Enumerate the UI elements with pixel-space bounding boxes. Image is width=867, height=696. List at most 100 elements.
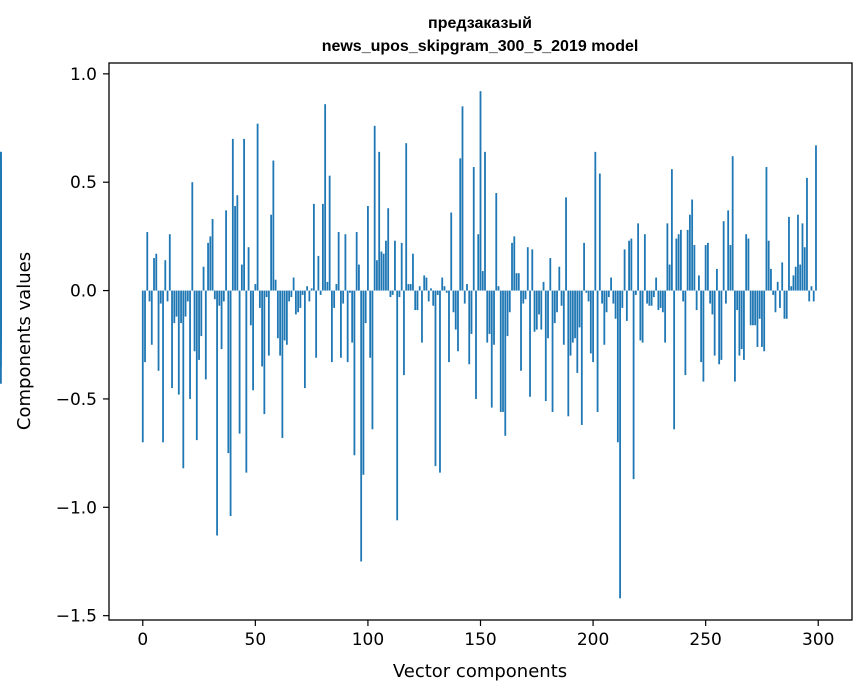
bar	[560, 290, 563, 306]
bar	[740, 290, 743, 350]
bar	[711, 290, 714, 315]
bar	[229, 290, 232, 516]
bar	[421, 290, 423, 343]
bar	[776, 281, 779, 291]
bar	[441, 277, 444, 291]
bar	[207, 242, 209, 291]
bar	[349, 290, 351, 293]
bar	[508, 290, 511, 313]
bar	[225, 210, 227, 291]
bar	[312, 203, 315, 291]
bar	[490, 290, 493, 408]
bar	[279, 290, 282, 356]
bar	[587, 290, 590, 302]
bar	[245, 290, 248, 473]
bar	[502, 290, 504, 412]
bar	[270, 214, 273, 291]
bar	[790, 286, 793, 291]
bar	[191, 182, 194, 291]
bar	[254, 284, 257, 291]
chart-title-line1: предзаказый	[428, 15, 532, 32]
bar	[186, 290, 189, 302]
bar	[324, 104, 327, 291]
x-tick-label: 150	[464, 630, 496, 650]
bar	[355, 232, 358, 291]
bar	[335, 284, 338, 291]
bar	[594, 151, 597, 291]
bar	[675, 238, 678, 291]
bar	[727, 210, 730, 291]
bar	[752, 290, 754, 326]
bar	[274, 279, 277, 291]
bar	[553, 290, 556, 324]
bar	[598, 173, 601, 291]
bar	[256, 123, 259, 291]
bar	[641, 290, 644, 343]
bar	[454, 290, 457, 330]
bar	[596, 290, 599, 412]
bar	[725, 290, 727, 304]
bar	[614, 290, 617, 319]
bar	[398, 290, 401, 298]
bar	[585, 290, 588, 293]
bar	[612, 290, 615, 304]
bar	[0, 290, 2, 367]
bar	[373, 125, 376, 291]
bar	[623, 249, 626, 291]
bar	[369, 290, 372, 358]
bar	[722, 221, 725, 291]
x-tick-label: 50	[245, 630, 267, 650]
bar	[351, 290, 354, 343]
bar	[754, 290, 757, 326]
bar	[479, 91, 482, 291]
bar	[288, 290, 291, 302]
bar	[533, 290, 536, 332]
bar	[238, 290, 241, 434]
bar	[466, 284, 468, 291]
bar	[607, 290, 610, 298]
bar	[716, 268, 718, 291]
bar	[731, 156, 734, 291]
bar	[308, 290, 311, 302]
bar	[542, 281, 545, 291]
y-tick-label: −0.5	[56, 390, 97, 410]
bar	[263, 290, 266, 415]
bar	[367, 206, 369, 291]
bar	[155, 253, 158, 291]
bar	[220, 290, 223, 350]
bar	[166, 290, 169, 302]
bar	[144, 290, 146, 363]
bar	[414, 290, 417, 311]
bar	[558, 266, 561, 291]
bar	[195, 290, 198, 441]
bar	[578, 290, 581, 328]
bar	[574, 290, 576, 339]
bar	[810, 286, 813, 291]
x-axis-label: Vector components	[393, 661, 567, 682]
y-axis: −1.5 −1.0 −0.5 0.0 0.5 1.0	[56, 65, 109, 627]
bar	[648, 290, 651, 306]
bar	[749, 290, 752, 326]
bar	[792, 275, 795, 291]
bar	[331, 290, 333, 363]
bar	[376, 260, 378, 291]
bar	[677, 234, 680, 291]
bar	[513, 236, 516, 291]
bar	[342, 290, 345, 304]
bar	[380, 251, 383, 291]
bar	[243, 138, 245, 291]
bar	[779, 290, 781, 308]
bar	[668, 264, 671, 291]
bar	[425, 277, 428, 291]
bar	[319, 290, 322, 295]
bar	[720, 290, 723, 360]
bar	[605, 290, 608, 313]
bar	[164, 260, 167, 291]
bar	[430, 288, 432, 291]
bar	[193, 290, 196, 352]
bar	[391, 290, 394, 295]
bar	[664, 290, 667, 343]
bar	[150, 290, 153, 345]
